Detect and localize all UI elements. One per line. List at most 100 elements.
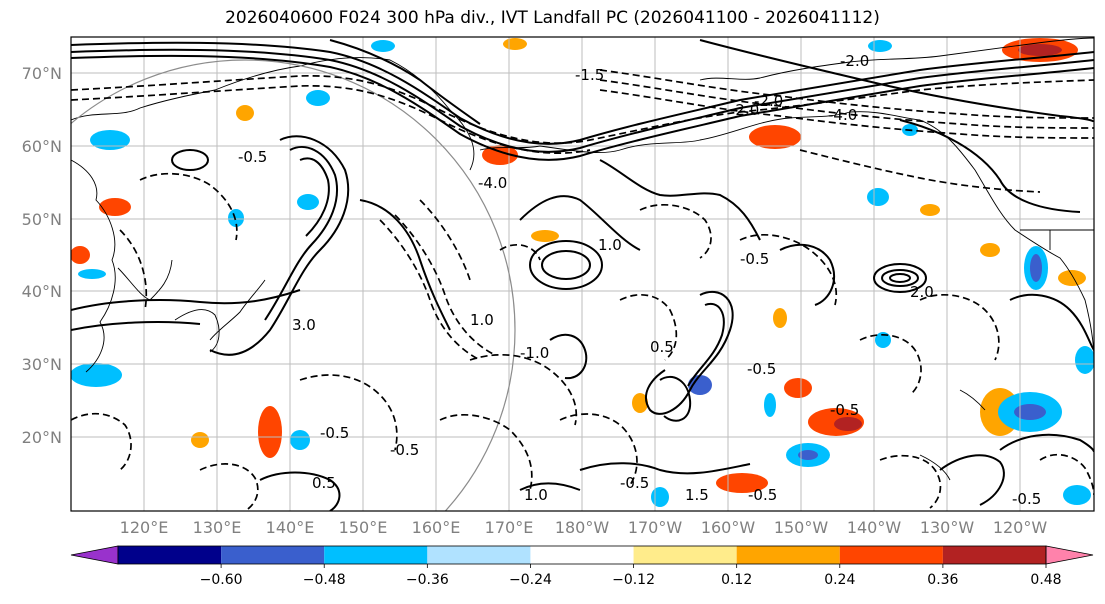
colorbar-tick-label: −0.48 [303,572,346,588]
contour-label: 1.0 [598,236,622,254]
lon-label: 130°W [920,518,975,537]
shade-patch [290,430,310,450]
lat-label: 30°N [22,355,62,374]
contour-label: -0.5 [740,250,769,268]
lon-label: 120°W [993,518,1048,537]
shade-patch [258,406,282,458]
shade-patch [1014,404,1046,420]
map-frame [70,36,1095,512]
colorbar: −0.60 −0.48 −0.36 −0.24 −0.12 0.12 0.24 0.36 0.4… [70,545,1094,588]
shade-patch [920,204,940,216]
shade-patch [688,375,712,395]
map-title: 2026040600 F024 300 hPa div., IVT Landfa… [225,8,880,28]
contour-label: 2.0 [910,283,934,301]
contour-label: -0.5 [747,360,776,378]
contour-label: -0.5 [320,424,349,442]
lat-label: 50°N [22,210,62,229]
lon-label: 140°W [847,518,902,537]
colorbar-tick-label: 0.12 [721,572,752,588]
contour-label: -0.5 [620,474,649,492]
lat-label: 20°N [22,428,62,447]
map-panel: -2.0 -2.0 -4.0 -4.0 -0.5 -0.5 -0.5 -0.5 … [22,36,1095,537]
shade-patch [784,378,812,398]
colorbar-extension-low [70,545,119,565]
shade-patch [228,209,244,227]
colorbar-outline [117,545,1047,565]
contour-label: -0.5 [748,486,777,504]
shade-patch [651,487,669,507]
shade-patch [531,230,559,242]
colorbar-segment [221,546,325,564]
shade-patch [749,125,801,149]
shade-patch [371,40,395,52]
lat-label: 60°N [22,137,62,156]
colorbar-segment [736,546,840,564]
colorbar-segment [427,546,531,564]
shade-patch [503,38,527,50]
shade-patch [71,246,90,264]
shade-patch [1058,270,1086,286]
lon-label: 150°W [774,518,829,537]
colorbar-tick-label: −0.60 [200,572,243,588]
contour-label: 1.0 [524,486,548,504]
shade-patch [716,473,768,493]
contour-label: -4.0 [478,174,507,192]
range-circle [71,59,516,511]
contour-label: -2.0 [754,92,783,110]
shade-patch [867,188,889,206]
colorbar-segment [530,546,634,564]
contour-label: -1.0 [520,344,549,362]
shade-patch [99,198,131,216]
shade-patch [1030,254,1042,282]
lon-label: 180°W [555,518,610,537]
shade-patch [236,105,254,121]
colorbar-extension-high [1045,545,1094,565]
contour-label: -2.0 [840,52,869,70]
contour-labels: -2.0 -2.0 -4.0 -4.0 -0.5 -0.5 -0.5 -0.5 … [238,52,1041,508]
lat-label: 70°N [22,64,62,83]
shade-patch [868,40,892,52]
contour-label: -0.5 [238,148,267,166]
colorbar-segment [118,546,222,564]
contour-label: -4.0 [828,106,857,124]
colorbar-tick-label: −0.36 [406,572,449,588]
colorbar-tick-label: 0.48 [1030,572,1061,588]
shade-patch [773,308,787,328]
lat-label: 40°N [22,282,62,301]
lon-label: 140°E [266,518,315,537]
colorbar-tick-label: −0.24 [509,572,552,588]
shade-patch [834,417,862,431]
lon-label: 170°W [628,518,683,537]
contour-label: 0.5 [650,338,674,356]
colorbar-tick-label: 0.36 [927,572,958,588]
shade-patch [1063,485,1091,505]
lon-label: 160°E [412,518,461,537]
contour-label: -0.5 [830,401,859,419]
shade-patch [78,269,106,279]
shade-patch [980,243,1000,257]
colorbar-tick-label: −0.12 [612,572,655,588]
shade-patch [71,363,122,387]
contour-label: -0.5 [390,441,419,459]
gridlines [71,37,1094,511]
shade-patch [306,90,330,106]
shade-patch [764,393,776,417]
contour-label: 1.0 [470,311,494,329]
shade-patch [875,332,891,348]
contour-label: 1.5 [685,486,709,504]
shade-patch [798,450,818,460]
lon-label: 130°E [193,518,242,537]
shade-patch [1018,44,1062,56]
latitude-labels: 70°N 60°N 50°N 40°N 30°N 20°N [22,64,62,447]
lon-label: 120°E [120,518,169,537]
shade-patch [90,130,130,150]
lon-label: 150°E [339,518,388,537]
contour-label: -2.0 [730,101,759,119]
solid-contours [71,39,1094,511]
shade-patch [297,194,319,210]
colorbar-segment [633,546,737,564]
dashed-contours [71,69,1094,511]
contour-label: -0.5 [1012,490,1041,508]
contour-label: 0.5 [312,474,336,492]
